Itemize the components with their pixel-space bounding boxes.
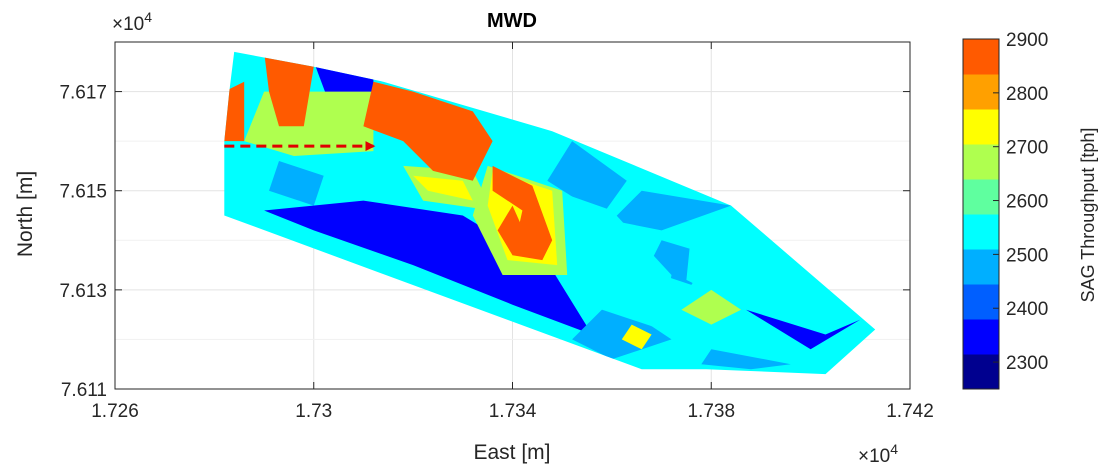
colorbar-swatch bbox=[963, 179, 999, 215]
y-tick-label: 7.613 bbox=[59, 281, 107, 302]
x-tick-label: 1.734 bbox=[489, 401, 537, 422]
contour-region bbox=[363, 81, 493, 181]
chart-title: MWD bbox=[487, 10, 537, 32]
contour-region bbox=[492, 165, 553, 261]
y-tick-label: 7.617 bbox=[59, 83, 107, 104]
colorbar-ticks: 2300 2400 2500 2600 2700 2800 2900 bbox=[993, 30, 1048, 374]
y-axis-multiplier: ×104 bbox=[112, 9, 152, 35]
colorbar-swatch bbox=[963, 74, 999, 110]
colorbar-swatch bbox=[963, 319, 999, 355]
contour-region bbox=[701, 349, 791, 370]
colorbar bbox=[962, 38, 1000, 390]
colorbar-tick-label: 2800 bbox=[1006, 84, 1048, 105]
colorbar-swatch bbox=[963, 284, 999, 320]
x-tick-label: 1.726 bbox=[91, 401, 139, 422]
contour-region bbox=[746, 309, 861, 350]
colorbar-swatch bbox=[963, 354, 999, 390]
contour-region bbox=[621, 324, 652, 350]
contour-region bbox=[413, 175, 473, 201]
y-tick-label: 7.615 bbox=[59, 182, 107, 203]
colorbar-frame bbox=[962, 38, 1000, 390]
colorbar-swatch bbox=[963, 249, 999, 285]
colorbar-swatch bbox=[963, 214, 999, 250]
contour-region bbox=[547, 141, 627, 216]
contour-region bbox=[611, 190, 732, 231]
y-tick-label: 7.611 bbox=[61, 380, 107, 401]
colorbar-swatch bbox=[963, 109, 999, 145]
colorbar-swatch bbox=[963, 39, 999, 75]
x-axis-ticks: 1.726 1.73 1.734 1.738 1.742 bbox=[91, 42, 934, 422]
colorbar-tick-label: 2300 bbox=[1006, 353, 1048, 374]
colorbar-tick-label: 2600 bbox=[1006, 192, 1048, 213]
x-tick-label: 1.742 bbox=[886, 401, 934, 422]
contour-fill bbox=[224, 51, 876, 375]
colorbar-tick-label: 2700 bbox=[1006, 138, 1048, 159]
y-axis-label: North [m] bbox=[14, 171, 37, 257]
x-tick-label: 1.738 bbox=[687, 401, 735, 422]
colorbar-label: SAG Throughput [tph] bbox=[1078, 128, 1098, 303]
contour-region bbox=[264, 51, 314, 127]
colorbar-tick-label: 2500 bbox=[1006, 245, 1048, 266]
x-tick-label: 1.73 bbox=[295, 401, 332, 422]
colorbar-tick-label: 2400 bbox=[1006, 299, 1048, 320]
contour-region bbox=[572, 299, 672, 360]
contour-region bbox=[681, 289, 742, 325]
contour-region bbox=[269, 161, 324, 206]
x-axis-label: East [m] bbox=[473, 441, 550, 464]
colorbar-swatch bbox=[963, 144, 999, 180]
x-axis-multiplier: ×104 bbox=[858, 441, 898, 467]
y-axis-ticks: 7.611 7.613 7.615 7.617 bbox=[59, 83, 910, 401]
contour-region bbox=[264, 200, 592, 335]
contour-region bbox=[224, 81, 245, 142]
colorbar-tick-label: 2900 bbox=[1006, 30, 1048, 51]
contour-region bbox=[686, 230, 781, 300]
